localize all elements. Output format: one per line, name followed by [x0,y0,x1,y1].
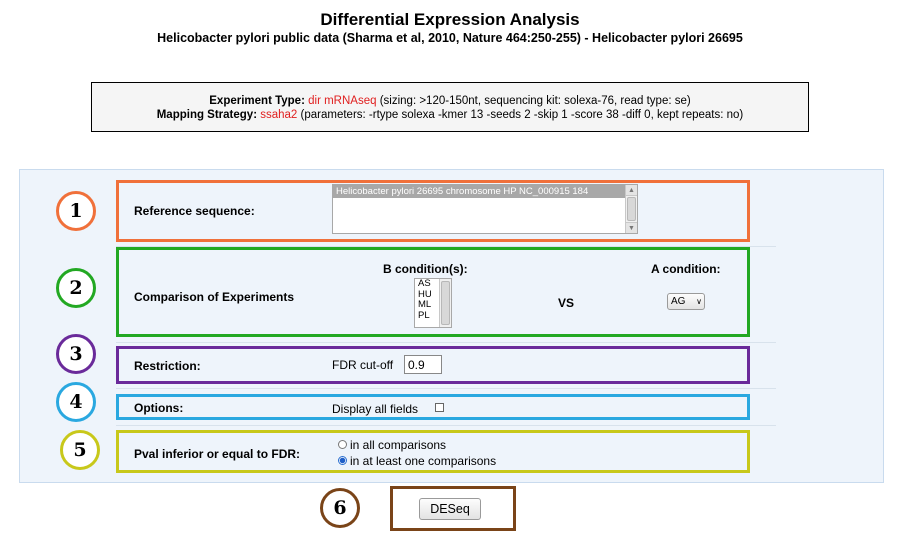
b-condition-option[interactable]: ML [418,299,432,310]
mapping-strategy-details: (parameters: -rtype solexa -kmer 13 -see… [300,109,744,121]
mapping-strategy-value: ssaha2 [260,109,298,121]
b-condition-option[interactable]: PL [418,309,430,321]
b-condition-select[interactable]: AS HU ML PL [414,278,452,328]
scroll-thumb[interactable] [627,197,636,221]
reference-scrollbar[interactable]: ▲ ▼ [625,185,637,233]
restriction-section-outline [116,346,750,384]
b-condition-scrollbar[interactable] [439,279,451,327]
b-condition-header: B condition(s): [383,262,468,276]
comparison-section-outline [116,247,750,337]
step-1-badge: 1 [56,191,96,231]
row-separator [116,388,776,389]
page-subtitle: Helicobacter pylori public data (Sharma … [157,31,743,45]
row-separator [116,246,776,247]
pval-all-radio[interactable] [338,440,347,449]
submit-section-outline [390,486,516,531]
a-condition-select[interactable]: AG ∨ [667,293,705,310]
vs-label: VS [558,296,575,310]
step-3-badge: 3 [56,334,96,374]
options-section-outline [116,394,750,420]
reference-sequence-select[interactable]: Helicobacter pylori 26695 chromosome HP … [332,184,638,234]
page-title: Differential Expression Analysis [320,10,580,29]
experiment-type-value: dir mRNAseq [308,95,377,107]
restriction-label: Restriction: [134,359,201,373]
pval-section-outline [116,430,750,473]
step-5-badge: 5 [60,430,100,470]
step-4-badge: 4 [56,382,96,422]
a-condition-value: AG [671,296,686,307]
scroll-up-icon[interactable]: ▲ [626,185,637,196]
mapping-strategy-line: Mapping Strategy: ssaha2 (parameters: -r… [92,108,808,122]
pval-one-label: in at least one comparisons [350,454,497,468]
reference-sequence-option[interactable]: Helicobacter pylori 26695 chromosome HP … [333,185,637,198]
pval-all-label: in all comparisons [350,438,447,452]
experiment-type-line: Experiment Type: dir mRNAseq (sizing: >1… [92,94,808,108]
experiment-info-box: Experiment Type: dir mRNAseq (sizing: >1… [91,82,809,132]
reference-section-outline [116,180,750,242]
fdr-cutoff-input[interactable]: 0.9 [404,355,442,374]
fdr-cutoff-label: FDR cut-off [332,358,394,372]
options-label: Options: [134,401,184,415]
display-all-fields-label: Display all fields [332,402,419,416]
reference-sequence-label: Reference sequence: [134,204,255,218]
chevron-down-icon: ∨ [696,297,702,306]
mapping-strategy-label: Mapping Strategy: [156,109,258,121]
step-6-badge: 6 [320,488,360,528]
row-separator [116,425,776,426]
pval-one-radio[interactable] [338,456,347,465]
step-2-badge: 2 [56,268,96,308]
comparison-label: Comparison of Experiments [134,290,295,304]
pval-label: Pval inferior or equal to FDR: [134,447,301,461]
row-separator [116,342,776,343]
deseq-button[interactable]: DESeq [419,498,481,520]
b-condition-option[interactable]: HU [418,288,432,300]
experiment-type-details: (sizing: >120-150nt, sequencing kit: sol… [379,95,691,107]
scroll-thumb[interactable] [441,281,450,325]
a-condition-header: A condition: [651,262,721,276]
b-condition-option[interactable]: AS [418,278,431,289]
experiment-type-label: Experiment Type: [209,95,305,107]
scroll-down-icon[interactable]: ▼ [626,222,637,233]
display-all-fields-checkbox[interactable] [435,403,444,412]
